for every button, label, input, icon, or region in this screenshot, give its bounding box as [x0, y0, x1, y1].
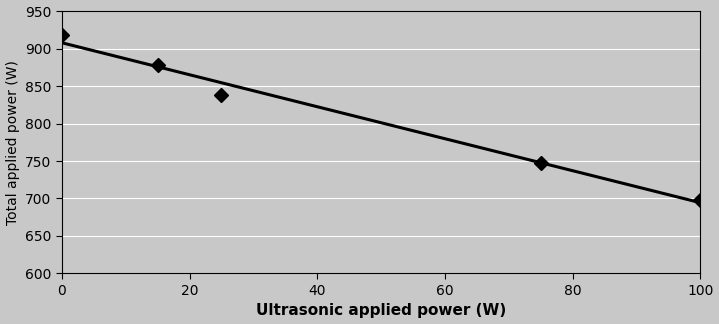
Y-axis label: Total applied power (W): Total applied power (W) — [6, 60, 19, 225]
X-axis label: Ultrasonic applied power (W): Ultrasonic applied power (W) — [256, 304, 506, 318]
